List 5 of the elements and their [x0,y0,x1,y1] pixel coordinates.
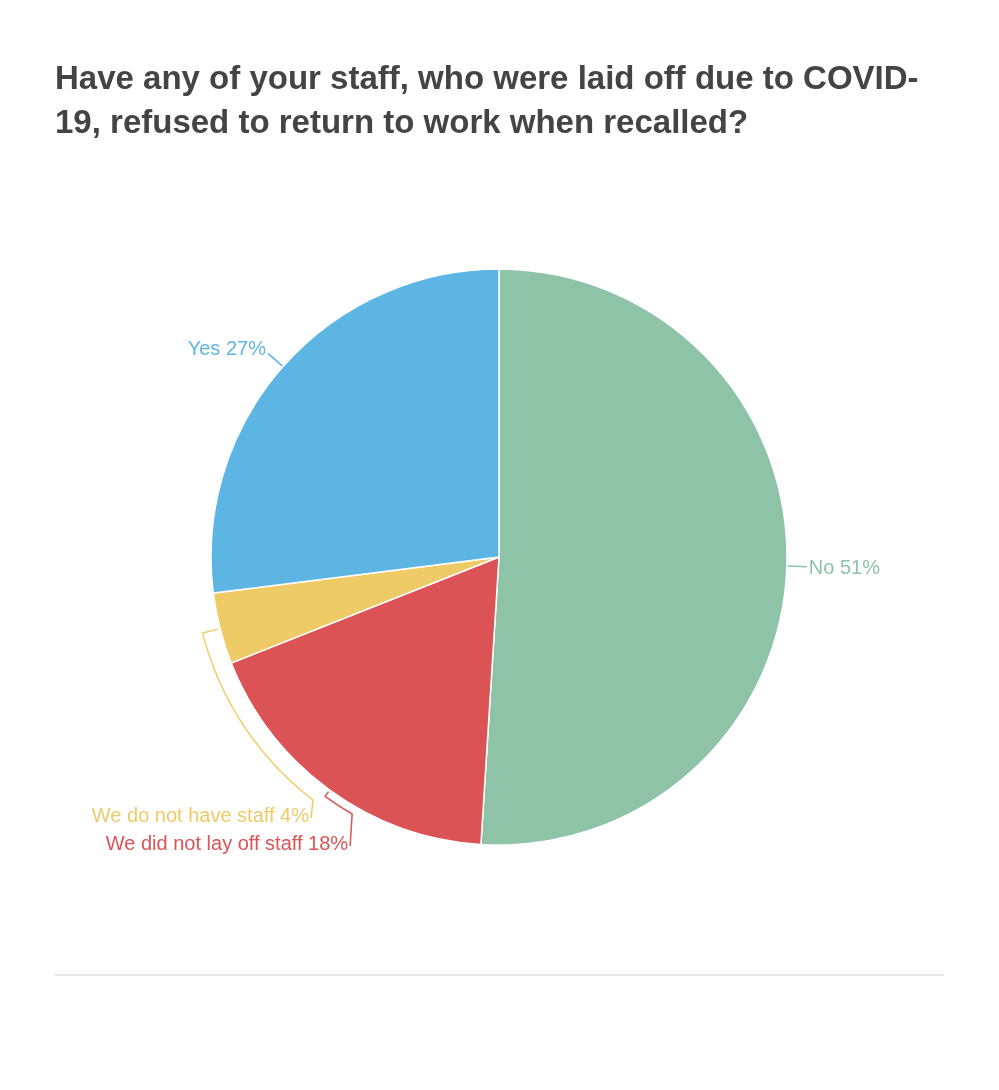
slice-label: We do not have staff 4% [91,804,310,826]
slice-label: Yes 27% [187,337,267,360]
slice-label: We did not lay off staff 18% [105,832,349,854]
slice-label: No 51% [808,555,881,578]
chart-title: Have any of your staff, who were laid off due to COVID-19, refused to return to work when recalled? [55,59,919,140]
